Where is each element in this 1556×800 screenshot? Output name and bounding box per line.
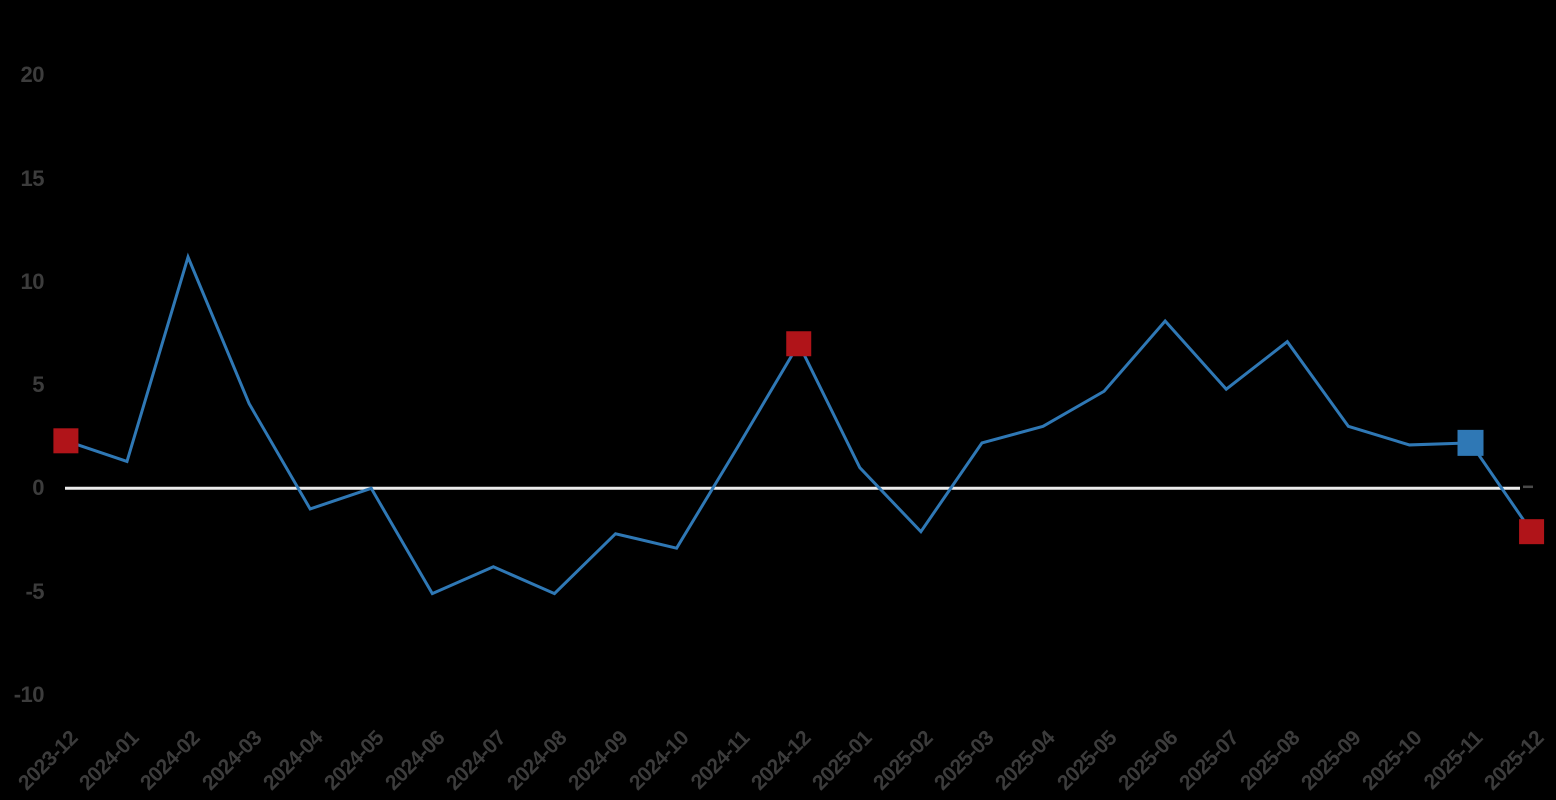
y-axis-tick-label: 5 (32, 372, 44, 398)
y-axis-tick-label: 20 (20, 62, 45, 88)
marker-2024-12 (786, 331, 812, 357)
y-axis-tick-label: 10 (20, 268, 45, 294)
y-axis-tick-label: 0 (32, 475, 44, 501)
marker-2025-12 (1519, 519, 1545, 545)
y-axis-tick-label: 15 (20, 165, 45, 191)
y-axis-tick-label: -10 (13, 681, 45, 707)
y-axis-tick-label: -5 (25, 578, 44, 604)
marker-2023-12 (53, 428, 79, 454)
marker-2025-11 (1457, 429, 1484, 456)
data-line (65, 252, 1533, 596)
